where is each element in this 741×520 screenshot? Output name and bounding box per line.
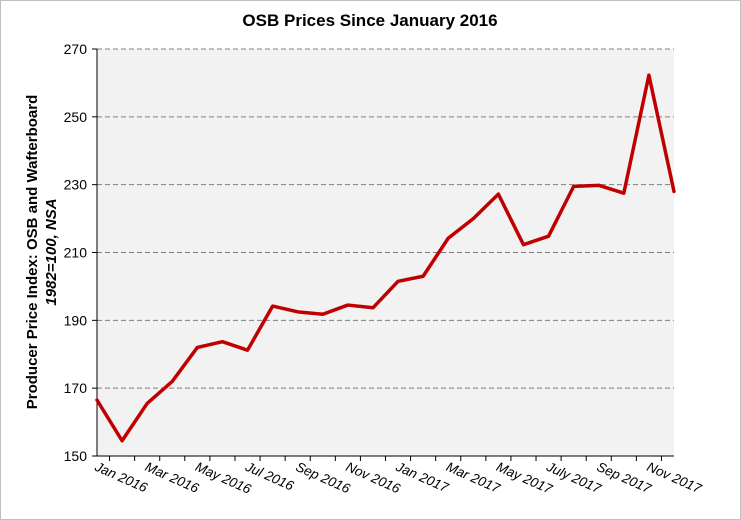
x-tick-label: Nov 2017: [645, 459, 704, 496]
x-tick-label: Sep 2017: [595, 459, 654, 496]
x-tick-label: Nov 2016: [344, 459, 403, 496]
y-axis-label: Producer Price Index: OSB and Wafterboar…: [24, 95, 41, 410]
x-tick-label: Mar 2016: [143, 459, 202, 496]
series-line: [95, 73, 676, 443]
y-tick-label: 190: [64, 312, 88, 328]
y-tick-label: 250: [64, 109, 88, 125]
chart-title: OSB Prices Since January 2016: [242, 11, 497, 30]
x-tick-label: May 2017: [494, 459, 555, 497]
series-group: [95, 73, 676, 443]
x-tick-label: Sep 2016: [293, 459, 352, 496]
y-tick-label: 170: [64, 380, 88, 396]
x-tick-label: Jan 2016: [92, 459, 150, 496]
y-axis-sublabel: 1982=100, NSA: [43, 198, 60, 305]
x-tick-label: Jan 2017: [393, 459, 451, 496]
y-axis-subtitle: 1982=100, NSA: [43, 198, 60, 305]
y-axis-title: Producer Price Index: OSB and Wafterboar…: [24, 95, 41, 410]
x-tick-label: Mar 2017: [444, 459, 503, 496]
axis-ticks: [92, 48, 662, 461]
y-tick-label: 210: [64, 245, 88, 261]
y-tick-label: 230: [64, 177, 88, 193]
y-tick-label: 270: [64, 41, 88, 57]
x-tick-label: May 2016: [193, 459, 254, 497]
x-tick-label: July 2017: [543, 459, 603, 497]
y-tick-label: 150: [64, 448, 88, 464]
